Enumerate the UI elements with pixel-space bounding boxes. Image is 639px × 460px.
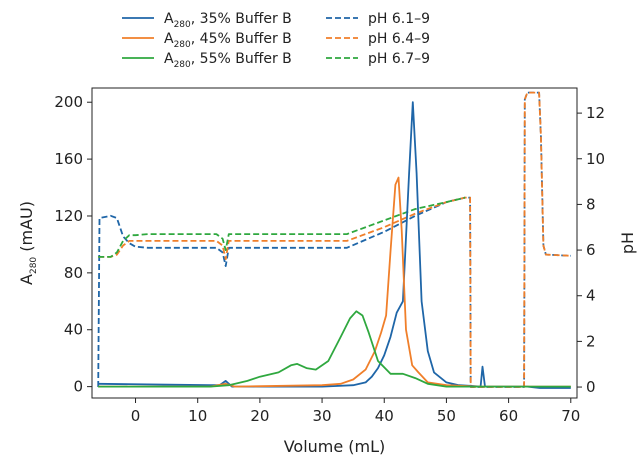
x-tick-label: 70 xyxy=(561,407,580,425)
legend-label-4: pH 6.1–9 xyxy=(368,11,430,27)
y-axis-left-label-rest: (mAU) xyxy=(17,201,36,257)
y-right-tick-label: 10 xyxy=(586,150,605,168)
series-line-6 xyxy=(98,196,466,258)
y-axis-left-label-sub: 280 xyxy=(29,257,39,274)
series-line-2 xyxy=(98,176,571,388)
x-axis: 0 10 20 30 40 50 60 70 xyxy=(131,398,580,425)
y-left-tick-label: 80 xyxy=(64,264,83,282)
y-right-tick-label: 12 xyxy=(586,104,605,122)
y-right-tick-label: 8 xyxy=(586,195,596,213)
x-tick-label: 40 xyxy=(375,407,394,425)
legend-label-1: A280, 35% Buffer B xyxy=(164,11,292,30)
plot-frame xyxy=(91,87,578,399)
x-tick-label: 0 xyxy=(131,407,141,425)
y-axis-right-label: pH xyxy=(618,232,637,254)
x-tick-label: 20 xyxy=(250,407,269,425)
legend-label-3: A280, 55% Buffer B xyxy=(164,51,292,70)
series-line-3 xyxy=(98,310,571,388)
y-axis-left-label-main: A xyxy=(17,274,36,285)
legend-label-2: A280, 45% Buffer B xyxy=(164,31,292,50)
x-tick-label: 50 xyxy=(437,407,456,425)
legend-label-5: pH 6.4–9 xyxy=(368,31,430,47)
y-left-tick-label: 0 xyxy=(73,378,83,396)
y-left-tick-label: 160 xyxy=(54,150,83,168)
series-line-4 xyxy=(97,91,571,388)
x-tick-label: 60 xyxy=(499,407,518,425)
y-right-tick-label: 4 xyxy=(586,287,596,305)
series-line-1 xyxy=(98,101,571,389)
y-axis-right: 0 2 4 6 8 10 12 xyxy=(577,104,605,396)
series-line-5 xyxy=(98,91,571,388)
x-tick-label: 10 xyxy=(188,407,207,425)
series-layer xyxy=(97,91,571,389)
y-axis-left: 0 40 80 120 160 200 xyxy=(54,93,92,396)
y-right-tick-label: 0 xyxy=(586,378,596,396)
y-right-tick-label: 2 xyxy=(586,332,596,350)
y-left-tick-label: 200 xyxy=(54,93,83,111)
y-axis-left-label: A280 (mAU) xyxy=(17,201,39,285)
legend-label-6: pH 6.7–9 xyxy=(368,51,430,67)
plot-area xyxy=(91,87,578,399)
y-left-tick-label: 40 xyxy=(64,321,83,339)
y-right-tick-label: 6 xyxy=(586,241,596,259)
x-tick-label: 30 xyxy=(313,407,332,425)
y-left-tick-label: 120 xyxy=(54,207,83,225)
x-axis-label: Volume (mL) xyxy=(284,437,386,456)
